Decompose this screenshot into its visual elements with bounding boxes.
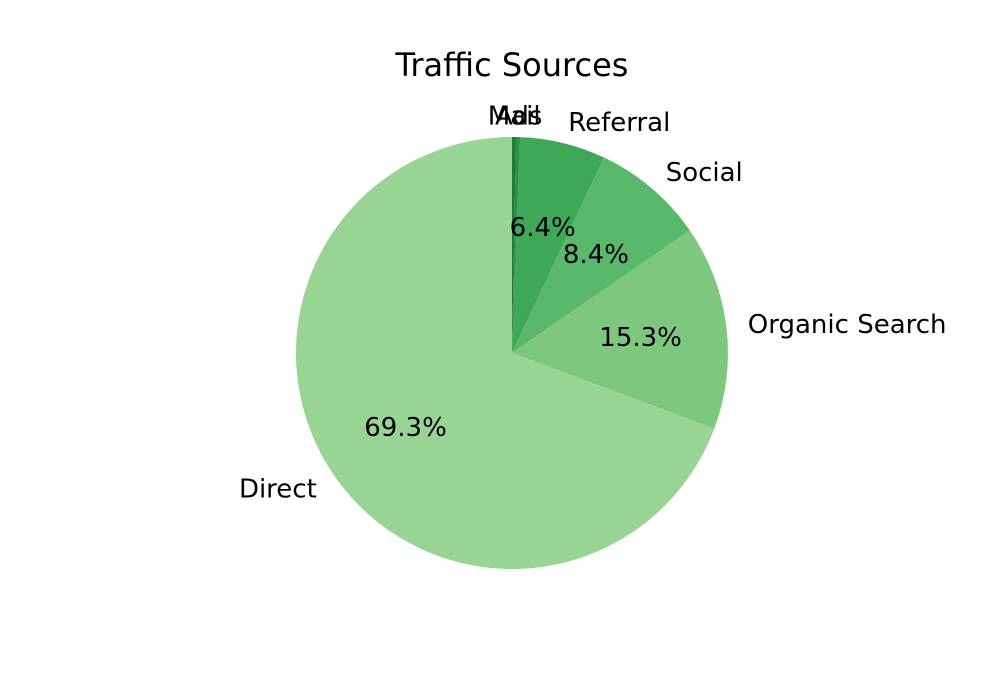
- pie-slice-mail: [512, 137, 517, 353]
- slice-label-direct: Direct: [239, 474, 317, 504]
- pie-slice-direct: [295, 137, 715, 569]
- pie-slice-social: [512, 157, 690, 353]
- chart-title: Traffic Sources: [395, 46, 629, 84]
- slice-label-mail: Mail: [488, 101, 541, 131]
- pie-slice-ads: [512, 137, 521, 353]
- pct-label-organic-search: 15.3%: [599, 323, 682, 353]
- pct-label-social: 8.4%: [563, 240, 629, 270]
- pie-slices: [295, 137, 728, 569]
- pie-slice-organic-search: [512, 230, 728, 429]
- slice-label-ads: Ads: [495, 102, 542, 132]
- pct-label-referral: 6.4%: [510, 213, 576, 243]
- slice-label-social: Social: [666, 158, 743, 188]
- slice-label-referral: Referral: [568, 108, 670, 138]
- slice-label-organic-search: Organic Search: [748, 310, 947, 340]
- pct-label-direct: 69.3%: [364, 413, 447, 443]
- pie-slice-referral: [512, 137, 604, 353]
